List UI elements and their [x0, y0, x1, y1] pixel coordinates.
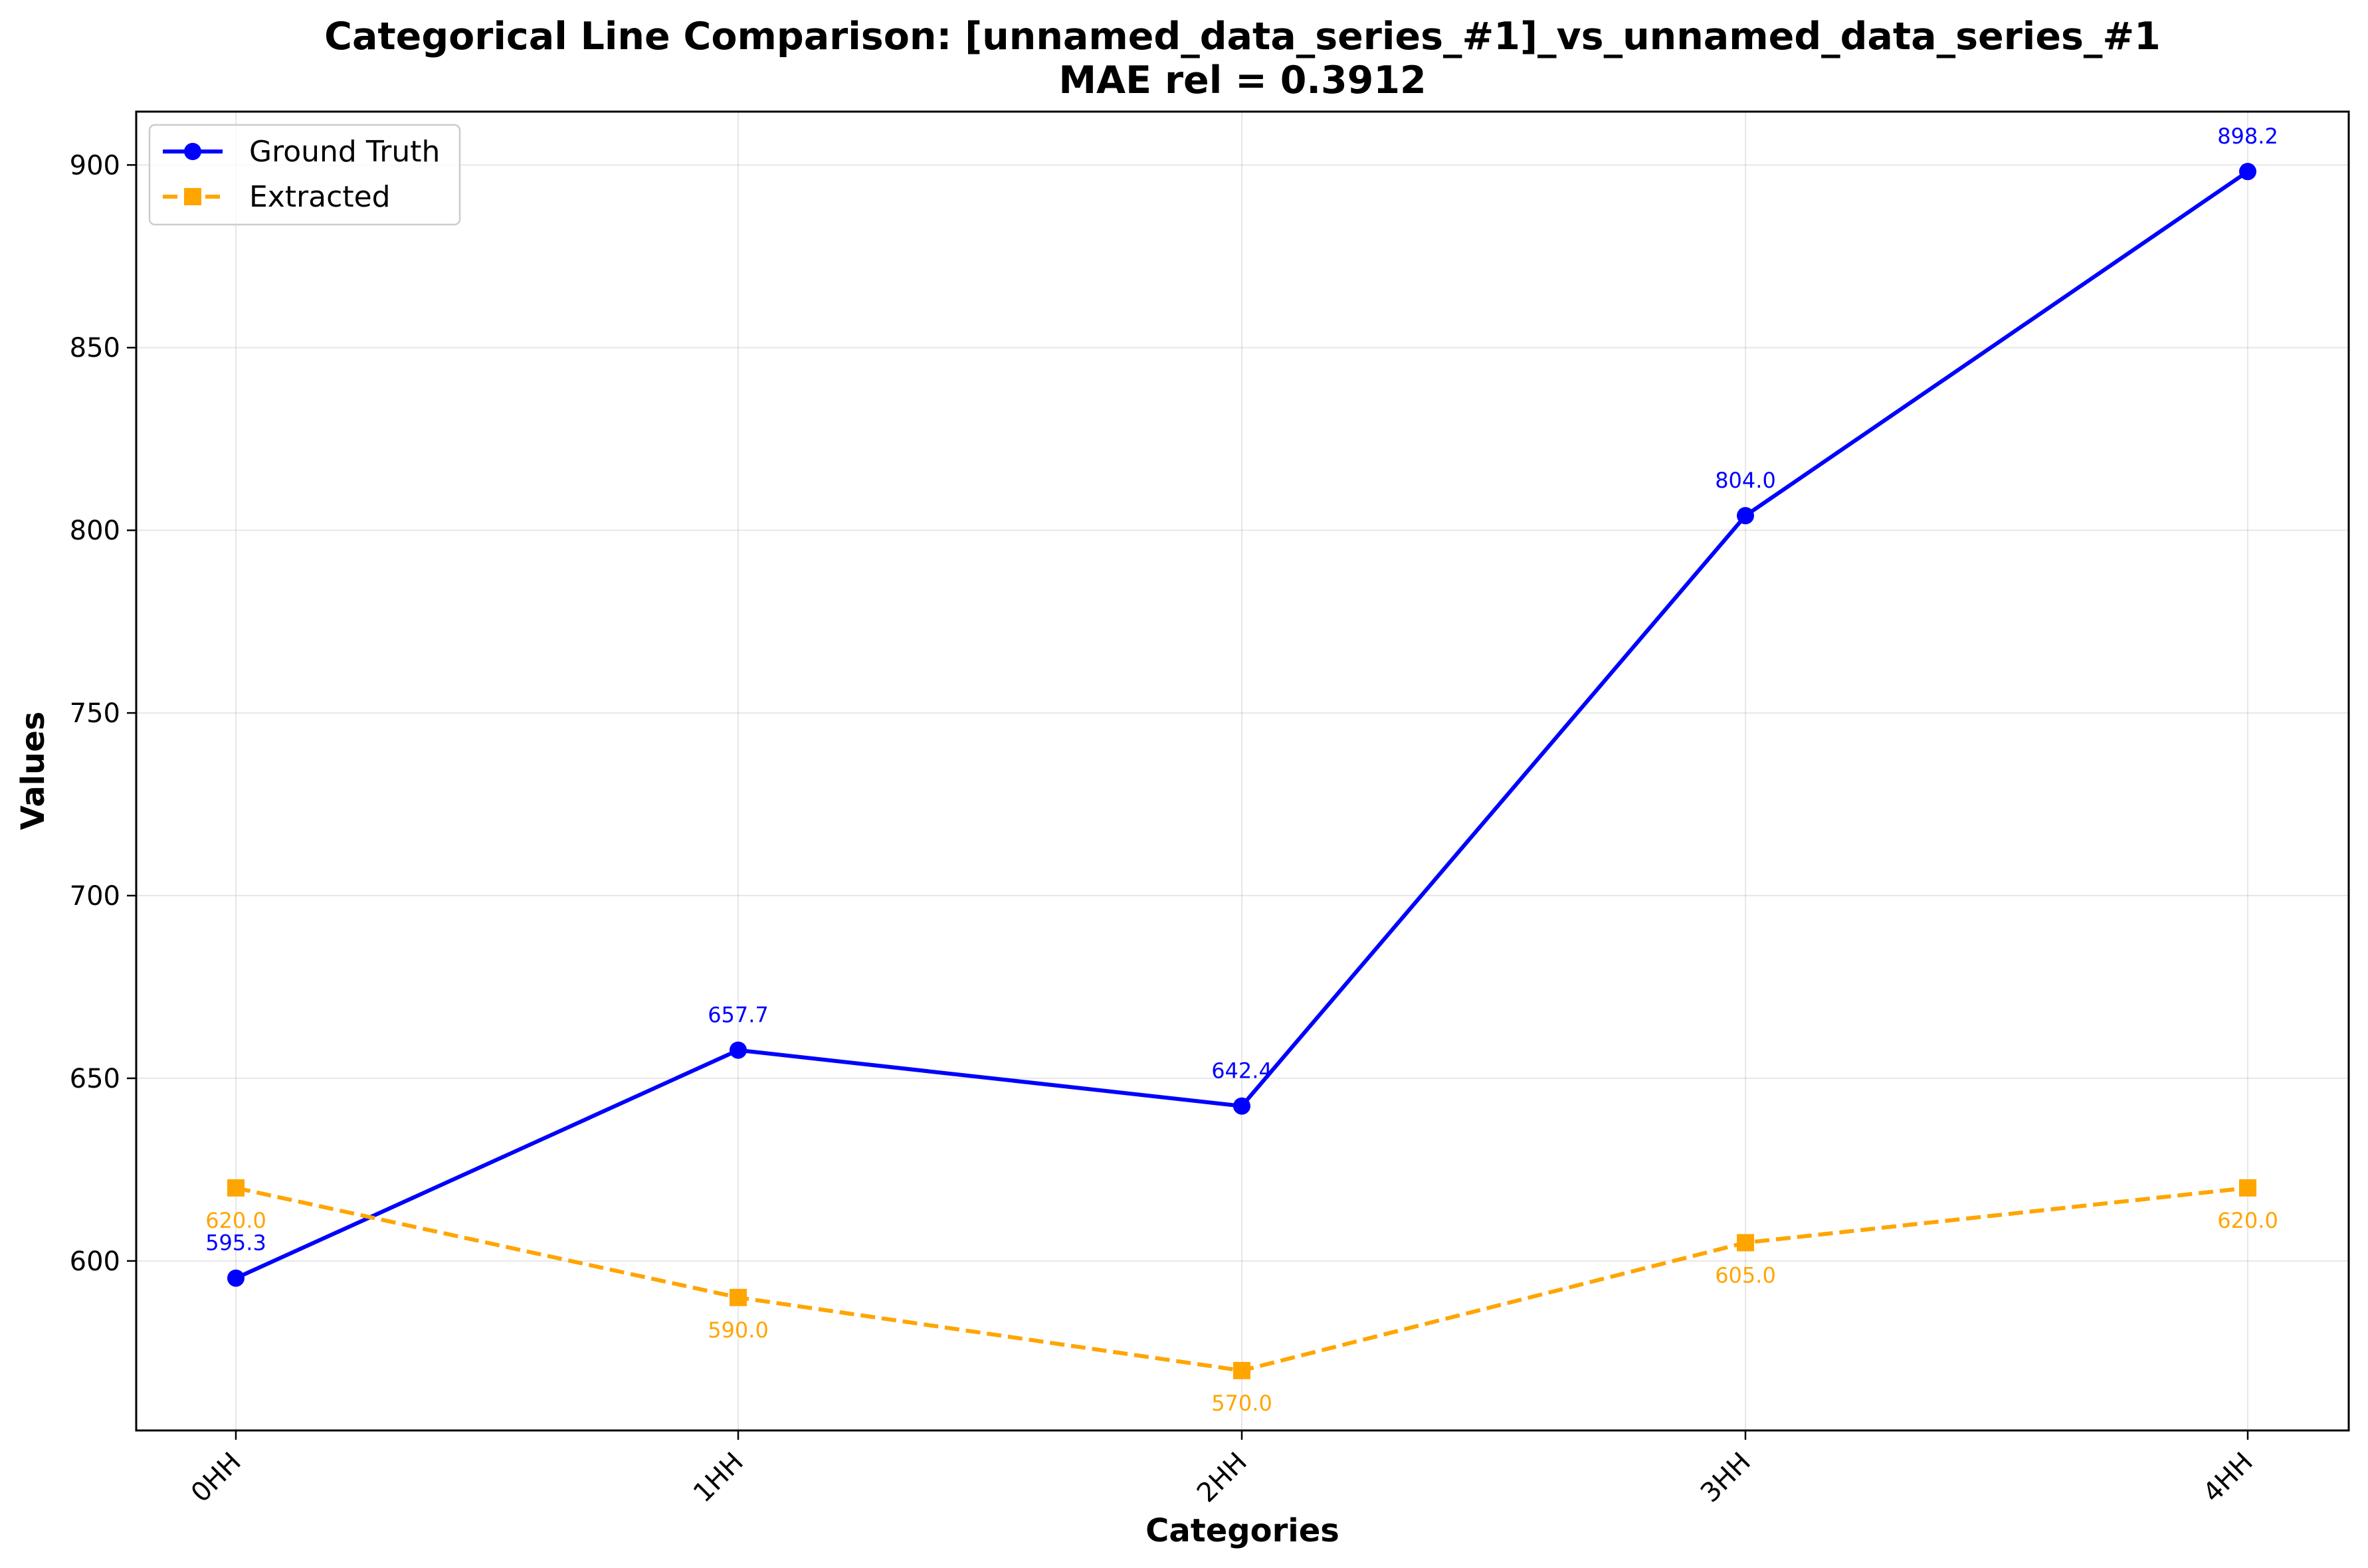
data-label: 620.0 — [205, 1208, 266, 1233]
grid-lines — [136, 112, 2349, 1430]
data-point-marker — [730, 1041, 747, 1059]
y-tick-label: 900 — [70, 150, 120, 181]
x-tick-label: 2HH — [1191, 1446, 1253, 1508]
legend-label: Extracted — [249, 180, 391, 214]
series-ground-truth: 595.3 657.7 642.4 804.0 898.2 — [205, 124, 2278, 1287]
y-tick-label: 700 — [70, 881, 120, 912]
data-point-marker — [1737, 1234, 1754, 1252]
legend-entry: Extracted — [163, 180, 391, 214]
data-label: 804.0 — [1715, 468, 1776, 493]
data-label: 642.4 — [1211, 1058, 1272, 1084]
legend-marker — [184, 188, 201, 205]
y-tick-label: 850 — [70, 333, 120, 363]
chart-title-text: Categorical Line Comparison: [unnamed_da… — [324, 15, 2161, 58]
data-point-marker — [1737, 507, 1754, 525]
series-extracted: 620.0 590.0 570.0 605.0 620.0 — [205, 1179, 2278, 1416]
legend-entry: Ground Truth — [163, 135, 440, 169]
data-series: 595.3 657.7 642.4 804.0 898.2 620.0 590.0 570.0… — [205, 124, 2278, 1416]
data-point-marker — [2239, 1179, 2256, 1197]
data-label: 605.0 — [1715, 1262, 1776, 1288]
y-axis-label: Values — [15, 712, 52, 831]
data-point-marker — [2239, 163, 2256, 181]
chart-title: Categorical Line Comparison: [unnamed_da… — [324, 15, 2161, 102]
x-tick-label: 4HH — [2197, 1446, 2259, 1508]
data-label: 657.7 — [708, 1003, 769, 1028]
y-tick-label: 800 — [70, 516, 120, 546]
data-point-marker — [1233, 1097, 1250, 1115]
x-tick-label: 3HH — [1695, 1446, 1757, 1508]
data-point-marker — [227, 1269, 245, 1287]
x-axis-ticks: 0HH 1HH 2HH 3HH 4HH — [185, 1430, 2259, 1509]
chart-subtitle-text: MAE rel = 0.3912 — [1058, 58, 1426, 102]
data-label: 595.3 — [205, 1230, 266, 1256]
y-tick-label: 600 — [70, 1246, 120, 1277]
y-axis-ticks: 600 650 700 750 800 850 900 — [70, 150, 136, 1277]
plot-area-frame — [135, 110, 2350, 1432]
data-label: 570.0 — [1211, 1391, 1272, 1416]
legend-frame — [148, 124, 461, 226]
data-point-marker — [227, 1179, 245, 1197]
data-label: 620.0 — [2217, 1208, 2278, 1233]
y-tick-label: 650 — [70, 1064, 120, 1094]
legend-label: Ground Truth — [249, 135, 440, 169]
y-tick-label: 750 — [70, 698, 120, 729]
data-label: 590.0 — [708, 1318, 769, 1343]
data-point-marker — [1233, 1361, 1250, 1379]
x-axis-label: Categories — [1145, 1512, 1339, 1549]
legend: Ground Truth Extracted — [148, 124, 461, 226]
data-point-marker — [730, 1288, 747, 1306]
data-label: 898.2 — [2217, 124, 2278, 149]
x-tick-label: 0HH — [185, 1446, 247, 1508]
legend-marker — [184, 143, 201, 160]
x-tick-label: 1HH — [688, 1446, 749, 1508]
